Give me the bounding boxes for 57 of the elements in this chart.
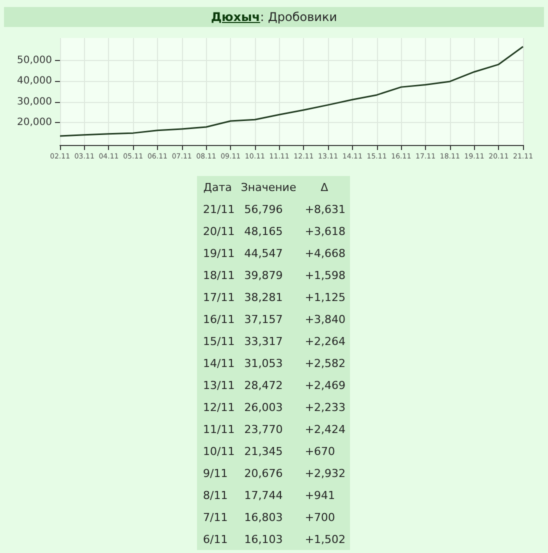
text: 44,547 bbox=[243, 246, 284, 262]
text: 21/11 bbox=[202, 202, 236, 218]
text: 6/11 bbox=[202, 532, 229, 548]
text: 20,676 bbox=[243, 466, 284, 482]
text: +1,502 bbox=[304, 532, 347, 548]
text: 16,103 bbox=[243, 532, 284, 548]
text: 11/11 bbox=[202, 422, 236, 438]
text: +2,932 bbox=[304, 466, 347, 482]
text: 12/11 bbox=[202, 400, 236, 416]
text: +941 bbox=[304, 488, 336, 504]
text: 8/11 bbox=[202, 488, 229, 504]
text: 9/11 bbox=[202, 466, 229, 482]
text: Δ bbox=[320, 180, 330, 196]
text: 18/11 bbox=[202, 268, 236, 284]
text: Значение bbox=[240, 180, 298, 196]
text: +8,631 bbox=[304, 202, 347, 218]
text: 38,281 bbox=[243, 290, 284, 306]
text: 16/11 bbox=[202, 312, 236, 328]
text: 14/11 bbox=[202, 356, 236, 372]
text: +4,668 bbox=[304, 246, 347, 262]
text: 39,879 bbox=[243, 268, 284, 284]
text: 48,165 bbox=[243, 224, 284, 240]
text: 28,472 bbox=[243, 378, 284, 394]
text: 23,770 bbox=[243, 422, 284, 438]
text: 7/11 bbox=[202, 510, 229, 526]
chart-title: Дюхыч: Дробовики bbox=[4, 7, 544, 27]
text: 33,317 bbox=[243, 334, 284, 350]
text: +2,582 bbox=[304, 356, 347, 372]
text: 56,796 bbox=[243, 202, 284, 218]
text: +3,840 bbox=[304, 312, 347, 328]
y-tick-label: 50,000 bbox=[17, 55, 52, 66]
text: 21,345 bbox=[243, 444, 284, 460]
line-series bbox=[59, 46, 524, 137]
text: +3,618 bbox=[304, 224, 347, 240]
y-tick-label: 40,000 bbox=[17, 76, 52, 87]
text: 17/11 bbox=[202, 290, 236, 306]
text: 20/11 bbox=[202, 224, 236, 240]
text: 16,803 bbox=[243, 510, 284, 526]
text: +670 bbox=[304, 444, 336, 460]
text: +2,264 bbox=[304, 334, 347, 350]
text: +2,469 bbox=[304, 378, 347, 394]
text: 37,157 bbox=[243, 312, 284, 328]
y-tick-label: 20,000 bbox=[17, 116, 52, 128]
text: +700 bbox=[304, 510, 336, 526]
text: +1,598 bbox=[304, 268, 347, 284]
text: 15/11 bbox=[202, 334, 236, 350]
text: +2,233 bbox=[304, 400, 347, 416]
text: 13/11 bbox=[202, 378, 236, 394]
y-tick-label: 30,000 bbox=[17, 96, 52, 108]
text: 31,053 bbox=[243, 356, 284, 372]
text: Дата bbox=[202, 180, 233, 196]
text: +2,424 bbox=[304, 422, 347, 438]
text: 17,744 bbox=[243, 488, 284, 504]
text: 10/11 bbox=[202, 444, 236, 460]
text: 26,003 bbox=[243, 400, 284, 416]
text: +1,125 bbox=[304, 290, 347, 306]
text: 19/11 bbox=[202, 246, 236, 262]
